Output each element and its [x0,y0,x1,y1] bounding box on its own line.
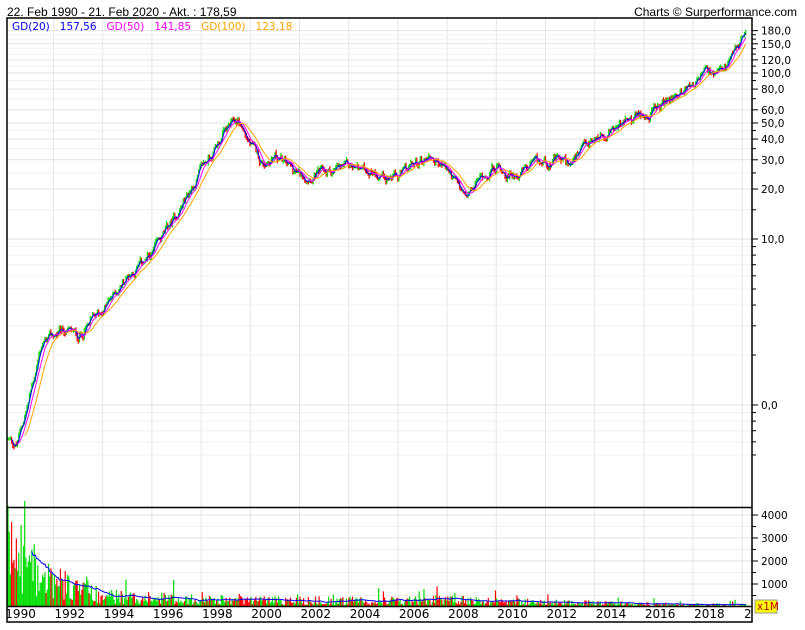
x-tick-label: 2012 [547,607,578,621]
legend: GD(20) 157,56 GD(50) 141,85 GD(100) 123,18 [12,21,292,33]
y-tick-label: 100,0 [761,68,791,80]
y-tick-label: 30,0 [761,155,784,167]
y-tick-label: 10,0 [761,234,784,246]
legend-label: GD(50) [107,21,145,33]
moving-average-gd100 [24,43,747,436]
y-tick-label: 120,0 [761,55,791,67]
legend-value: 157,56 [60,21,97,33]
x-tick-label: 1990 [5,607,36,621]
y-tick-label: 60,0 [761,105,784,117]
x-tick-label: 1992 [55,607,86,621]
x-tick-label: 2008 [448,607,479,621]
y-tick-label: 180,0 [761,26,791,38]
x-tick-label: 2004 [350,607,381,621]
x-tick-label: 2014 [596,607,627,621]
x-tick-label: 1994 [104,607,135,621]
y-tick-label: 80,0 [761,84,784,96]
x-tick-label: 2 [744,607,752,621]
moving-average-gd20 [11,32,747,447]
chart-frame [6,17,753,623]
x-tick-label: 1998 [202,607,233,621]
y-tick-label: 50,0 [761,118,784,130]
volume-average-line [31,551,746,606]
x-tick-label: 2016 [645,607,676,621]
y-tick-label: 40,0 [761,134,784,146]
moving-averages [11,32,747,447]
chart-title: 22. Feb 1990 - 21. Feb 2020 - Akt. : 178… [7,5,237,19]
volume-unit-label: x1M [757,601,779,613]
chart-credit[interactable]: Charts © Surperformance.com [634,5,797,19]
x-tick-label: 1996 [153,607,184,621]
legend-label: GD(100) [201,21,245,33]
volume-y-tick-label: 3000 [761,533,788,545]
y-tick-label: 0,0 [761,400,778,412]
legend-value: 141,85 [154,21,191,33]
x-tick-label: 2018 [694,607,725,621]
y-tick-label: 20,0 [761,184,784,196]
moving-average-gd50 [16,37,747,444]
legend-value: 123,18 [256,21,293,33]
price-bars [7,29,747,450]
volume-y-tick-label: 4000 [761,510,788,522]
volume-y-tick-label: 1000 [761,579,788,591]
y-tick-label: 150,0 [761,39,791,51]
legend-label: GD(20) [12,21,50,33]
x-tick-label: 2006 [399,607,430,621]
x-tick-label: 2000 [251,607,282,621]
x-tick-label: 2010 [497,607,528,621]
volume-y-tick-label: 2000 [761,556,788,568]
x-tick-label: 2002 [301,607,332,621]
gridlines [7,18,752,606]
volume-unit-badge [754,599,778,614]
volume-bars [7,500,747,607]
